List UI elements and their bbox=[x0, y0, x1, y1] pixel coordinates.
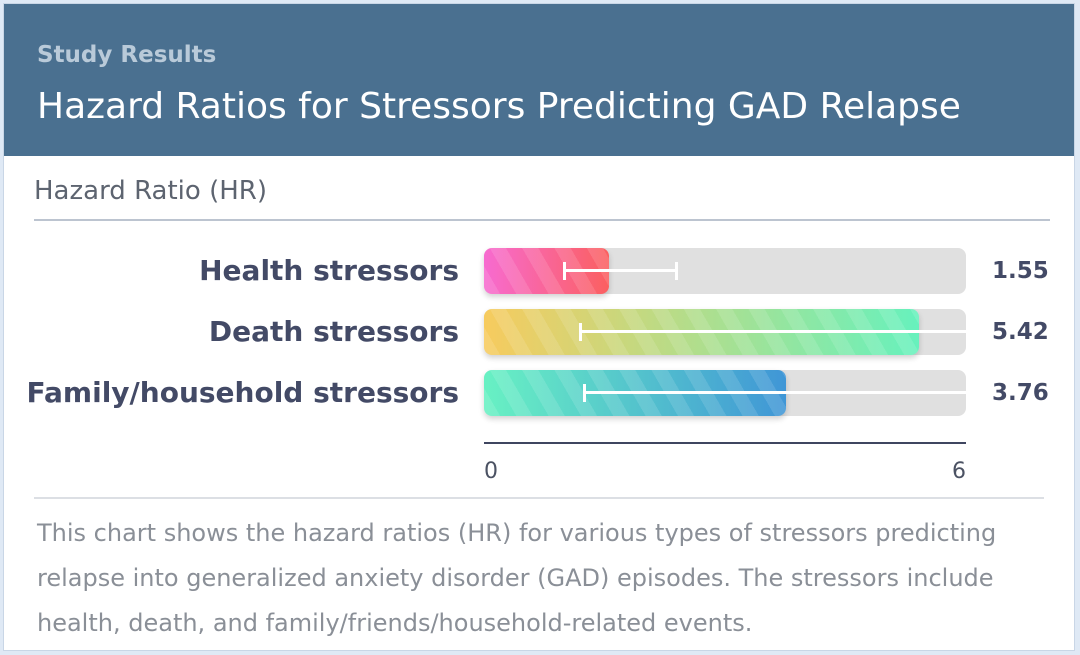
value-label: 5.42 bbox=[992, 319, 1049, 345]
value-label: 3.76 bbox=[992, 380, 1049, 406]
divider bbox=[34, 219, 1050, 221]
chart-description: This chart shows the hazard ratios (HR) … bbox=[37, 519, 997, 637]
card-header: Study Results Hazard Ratios for Stressor… bbox=[4, 4, 1074, 156]
error-bar-cap bbox=[563, 262, 567, 280]
error-bar bbox=[580, 330, 966, 333]
error-bar-cap bbox=[579, 323, 583, 341]
tick-label-6: 6 bbox=[952, 459, 966, 484]
error-bar-cap bbox=[674, 262, 678, 280]
error-bar bbox=[564, 269, 677, 272]
eyebrow-label: Study Results bbox=[37, 42, 217, 68]
x-axis-line bbox=[484, 442, 966, 444]
tick-label-0: 0 bbox=[484, 459, 498, 484]
error-bar bbox=[584, 391, 966, 394]
category-label: Health stressors bbox=[199, 254, 459, 287]
results-card: Study Results Hazard Ratios for Stressor… bbox=[3, 3, 1075, 651]
error-bar-cap bbox=[583, 384, 587, 402]
axis-title: Hazard Ratio (HR) bbox=[34, 176, 267, 206]
chart-title: Hazard Ratios for Stressors Predicting G… bbox=[37, 86, 961, 127]
category-label: Family/household stressors bbox=[26, 376, 459, 409]
category-label: Death stressors bbox=[208, 315, 459, 348]
divider bbox=[34, 497, 1044, 499]
value-label: 1.55 bbox=[992, 258, 1049, 284]
